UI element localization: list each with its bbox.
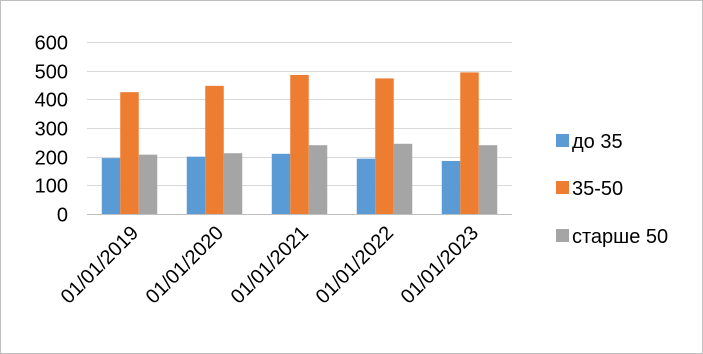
- y-tick-label: 500: [35, 62, 68, 84]
- y-tick-label: 100: [35, 176, 68, 198]
- legend-swatch: [556, 229, 569, 242]
- y-tick-label: 600: [35, 33, 68, 55]
- bar: [375, 78, 394, 214]
- bar: [223, 153, 243, 214]
- bar: [393, 143, 413, 214]
- legend-swatch: [556, 134, 569, 147]
- legend-swatch: [556, 181, 569, 194]
- bar: [101, 158, 121, 214]
- legend-label: старше 50: [572, 226, 668, 248]
- bar: [308, 145, 328, 214]
- legend-label: до 35: [572, 131, 623, 153]
- bar: [205, 85, 224, 214]
- bar: [120, 92, 139, 214]
- legend: до 35 35-50 старше 50: [556, 131, 668, 248]
- y-tick-label: 400: [35, 90, 68, 112]
- legend-label: 35-50: [572, 178, 623, 200]
- bar: [186, 156, 206, 214]
- y-axis-tick-labels: 0 100 200 300 400 500 600: [35, 33, 68, 227]
- bars: [101, 72, 498, 215]
- bar: [478, 145, 498, 214]
- bar: [138, 154, 158, 214]
- y-tick-label: 200: [35, 148, 68, 170]
- bar: [460, 72, 479, 215]
- gridlines: [87, 42, 512, 186]
- y-tick-label: 300: [35, 119, 68, 141]
- bar: [356, 158, 376, 214]
- bar: [441, 160, 461, 214]
- bar: [290, 74, 309, 214]
- bar: [271, 153, 291, 214]
- y-tick-label: 0: [57, 205, 68, 227]
